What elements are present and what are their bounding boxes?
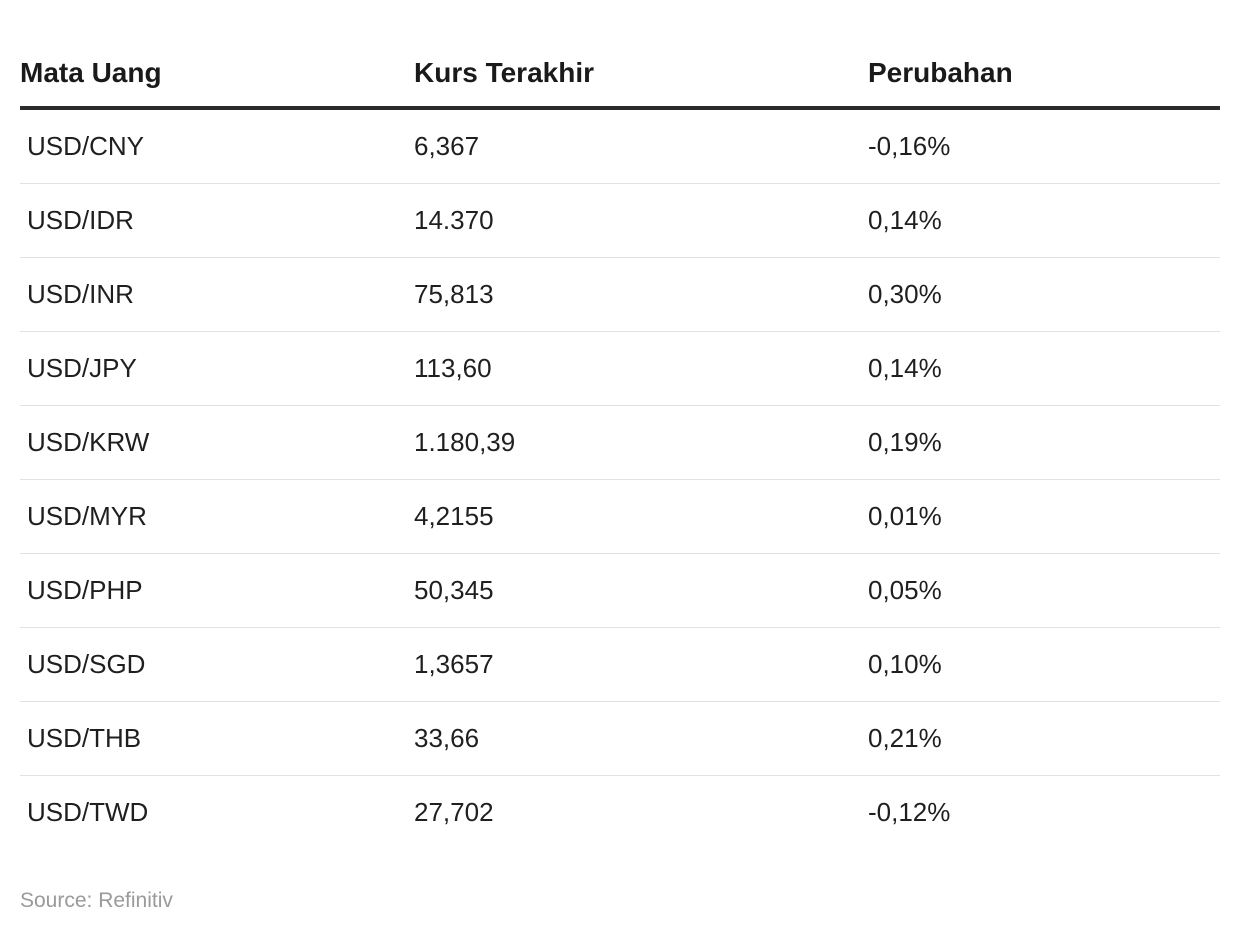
change-cell: 0,01% (868, 479, 1220, 554)
last-rate-cell: 14.370 (414, 183, 868, 258)
currency-pair-cell: USD/CNY (20, 108, 414, 184)
change-cell: 0,10% (868, 627, 1220, 702)
table-row: USD/PHP 50,345 0,05% (20, 553, 1220, 628)
table-row: USD/KRW 1.180,39 0,19% (20, 405, 1220, 480)
column-header-last-rate: Kurs Terakhir (414, 40, 868, 110)
table-row: USD/CNY 6,367 -0,16% (20, 108, 1220, 184)
column-header-change: Perubahan (868, 40, 1220, 110)
currency-pair-cell: USD/MYR (20, 479, 414, 554)
last-rate-cell: 27,702 (414, 797, 494, 827)
table-row: USD/TWD 27,702 -0,12% (20, 776, 1220, 850)
currency-pair-cell: USD/THB (20, 701, 414, 776)
currency-pair-cell: USD/IDR (20, 183, 414, 258)
table-row: USD/IDR 14.370 0,14% (20, 183, 1220, 258)
currency-pair-cell: USD/KRW (20, 405, 414, 480)
table-body: USD/CNY 6,367 -0,16% USD/IDR 14.370 0,14… (20, 108, 1220, 849)
last-rate-cell: 1.180,39 (414, 405, 868, 480)
change-cell: 0,19% (868, 405, 1220, 480)
table-row: USD/THB 33,66 0,21% (20, 701, 1220, 776)
exchange-rate-table: Mata Uang Kurs Terakhir Perubahan USD/CN… (20, 40, 1220, 849)
table-header-row: Mata Uang Kurs Terakhir Perubahan (20, 40, 1220, 110)
currency-pair-cell: USD/TWD (27, 797, 149, 827)
table-row: USD/INR 75,813 0,30% (20, 257, 1220, 332)
currency-pair-cell: USD/SGD (20, 627, 414, 702)
change-cell: -0,16% (868, 108, 1220, 184)
last-rate-cell: 4,2155 (414, 479, 868, 554)
change-cell: 0,14% (868, 183, 1220, 258)
source-note: Source: Refinitiv (20, 889, 173, 912)
last-rate-cell: 6,367 (414, 108, 868, 184)
table-row: USD/MYR 4,2155 0,01% (20, 479, 1220, 554)
last-rate-cell: 75,813 (414, 257, 868, 332)
last-rate-cell: 50,345 (414, 553, 868, 628)
column-header-currency: Mata Uang (20, 40, 414, 110)
currency-pair-cell: USD/JPY (20, 331, 414, 406)
last-rate-cell: 33,66 (414, 701, 868, 776)
change-cell: 0,05% (868, 553, 1220, 628)
currency-pair-cell: USD/INR (20, 257, 414, 332)
last-rate-cell: 1,3657 (414, 627, 868, 702)
table-row: USD/JPY 113,60 0,14% (20, 331, 1220, 406)
last-rate-cell: 113,60 (414, 331, 868, 406)
change-cell: 0,21% (868, 701, 1220, 776)
table-row: USD/SGD 1,3657 0,10% (20, 627, 1220, 702)
exchange-rate-table-container: Mata Uang Kurs Terakhir Perubahan USD/CN… (20, 40, 1220, 849)
currency-pair-cell: USD/PHP (20, 553, 414, 628)
change-cell: -0,12% (868, 797, 951, 827)
change-cell: 0,14% (868, 331, 1220, 406)
change-cell: 0,30% (868, 257, 1220, 332)
